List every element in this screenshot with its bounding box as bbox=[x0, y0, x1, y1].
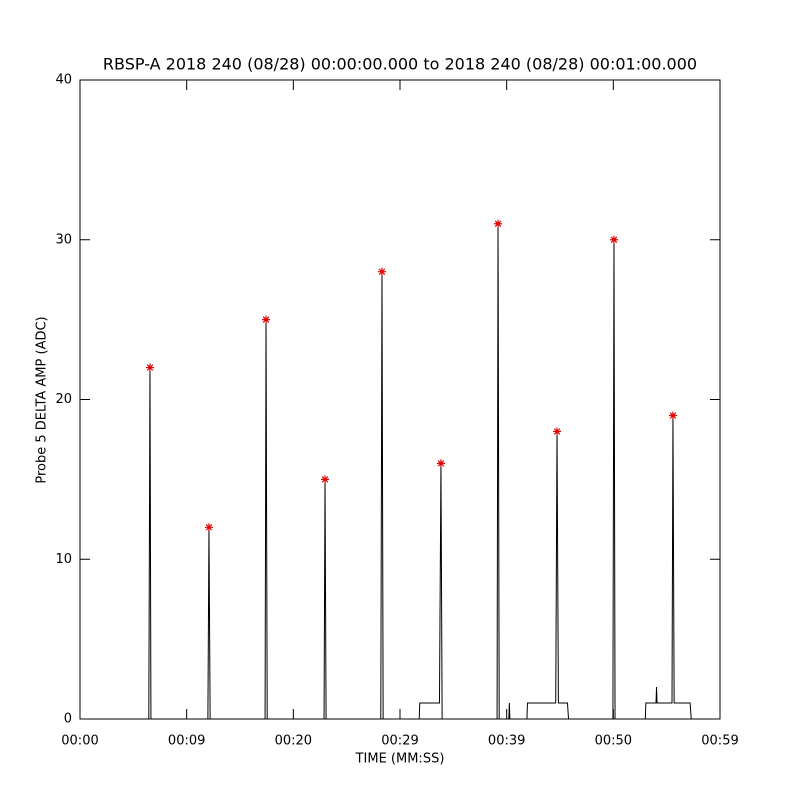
y-tick-label: 30 bbox=[55, 232, 72, 247]
y-axis-label: Probe 5 DELTA AMP (ADC) bbox=[35, 316, 50, 483]
peak-marker bbox=[321, 475, 330, 484]
plot-frame bbox=[79, 79, 721, 720]
peak-marker bbox=[262, 315, 271, 324]
peak-marker bbox=[553, 427, 562, 436]
y-tick-label: 0 bbox=[64, 712, 72, 727]
x-tick-label: 00:00 bbox=[61, 734, 98, 749]
y-tick-label: 10 bbox=[55, 552, 72, 567]
peak-marker bbox=[377, 267, 386, 276]
chart-title: RBSP-A 2018 240 (08/28) 00:00:00.000 to … bbox=[103, 55, 697, 74]
x-tick-label: 00:59 bbox=[701, 734, 738, 749]
x-tick-label: 00:50 bbox=[595, 734, 632, 749]
peak-marker bbox=[145, 363, 154, 372]
peak-marker bbox=[204, 523, 213, 532]
peak-marker bbox=[436, 459, 445, 468]
x-tick-label: 00:29 bbox=[381, 734, 418, 749]
trace-line bbox=[80, 223, 720, 720]
peak-marker bbox=[668, 411, 677, 420]
x-tick-label: 00:20 bbox=[275, 734, 312, 749]
x-axis-label: TIME (MM:SS) bbox=[355, 752, 445, 767]
y-tick-label: 40 bbox=[55, 73, 72, 88]
peak-marker bbox=[609, 235, 618, 244]
y-tick-label: 20 bbox=[55, 392, 72, 407]
x-tick-label: 00:09 bbox=[168, 734, 205, 749]
x-tick-label: 00:39 bbox=[488, 734, 525, 749]
peak-marker bbox=[494, 219, 503, 228]
